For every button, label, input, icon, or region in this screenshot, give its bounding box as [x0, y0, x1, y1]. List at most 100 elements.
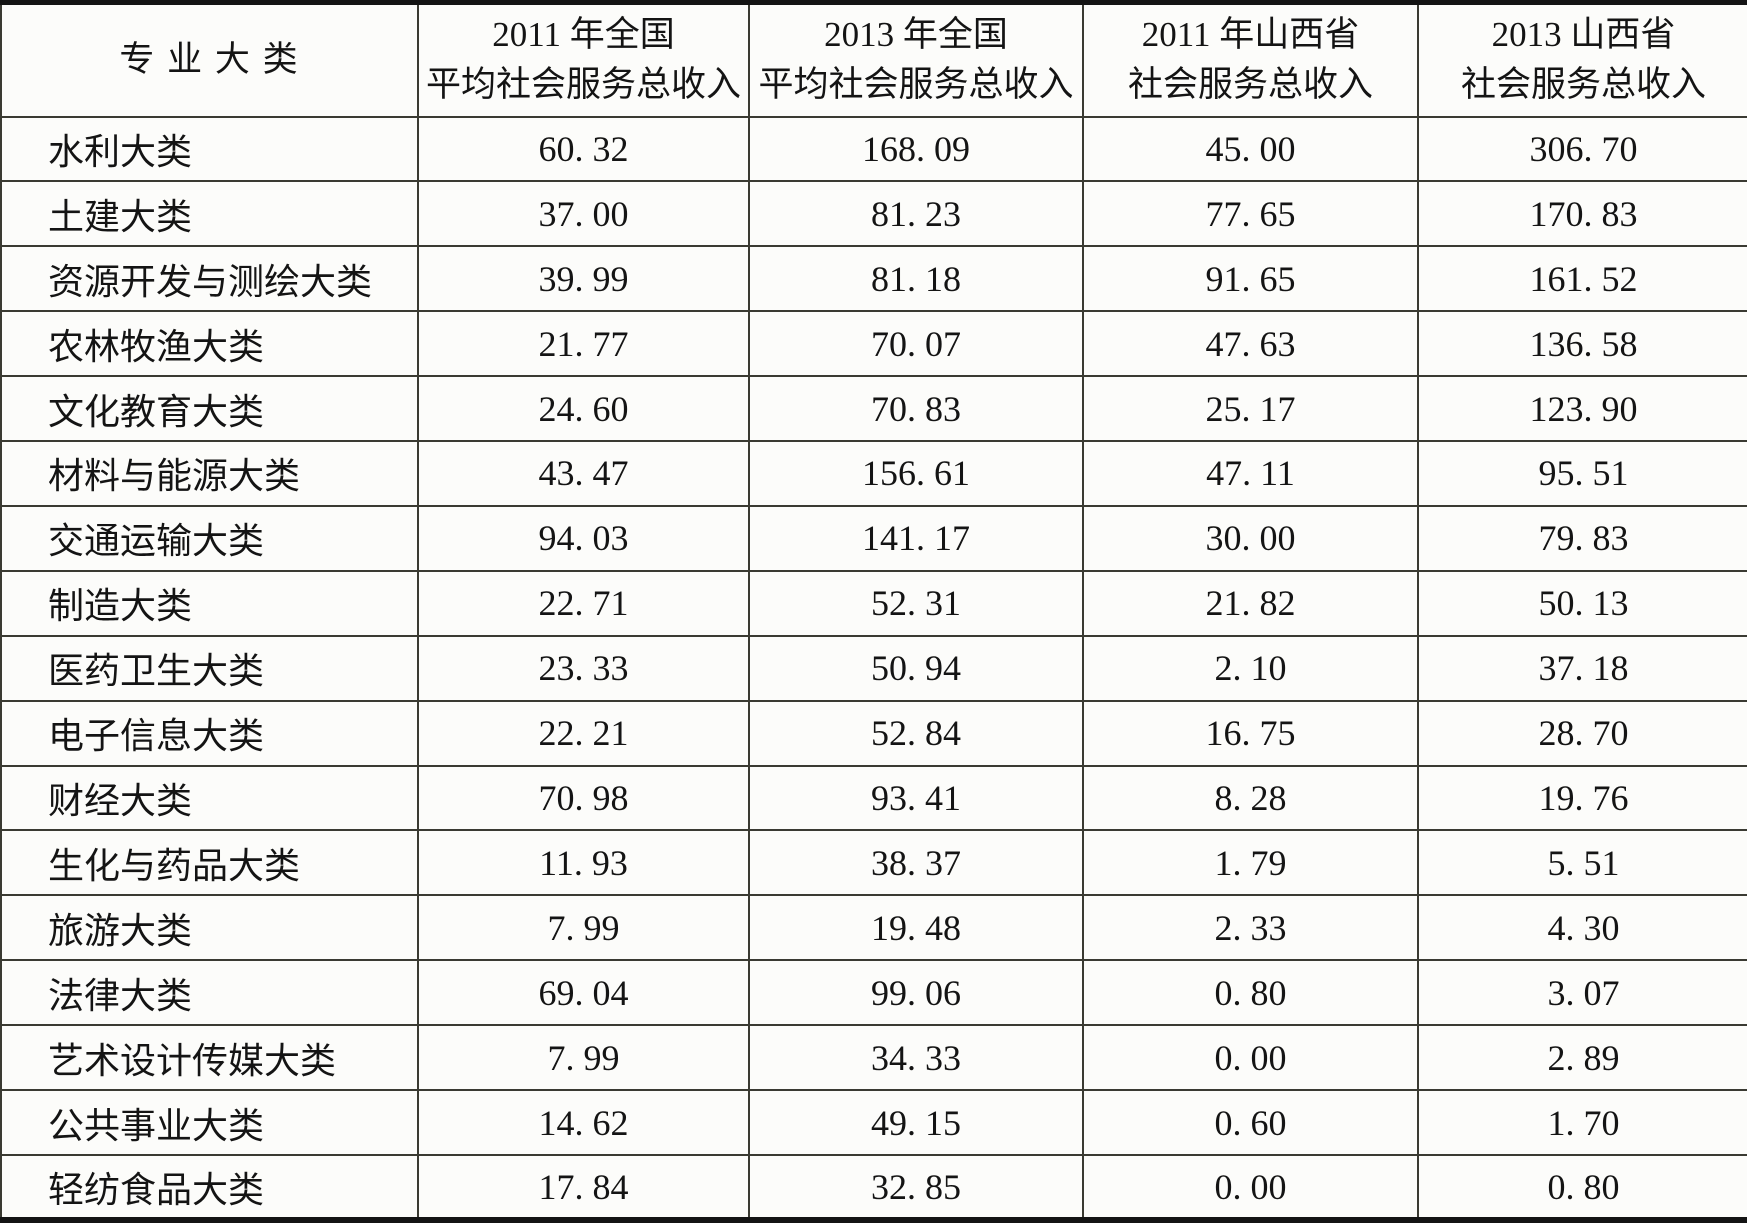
category-cell: 旅游大类: [0, 894, 419, 962]
category-cell: 电子信息大类: [0, 699, 419, 767]
value-cell: 52. 84: [748, 699, 1084, 767]
category-cell: 土建大类: [0, 180, 419, 248]
header-2011-shanxi-line2: 社会服务总收入: [1127, 65, 1373, 105]
value-cell: 1. 79: [1082, 829, 1419, 897]
value-cell: 34. 33: [748, 1024, 1084, 1092]
value-cell: 1. 70: [1417, 1089, 1747, 1156]
header-2011-shanxi-line1: 2011 年山西省: [1141, 14, 1360, 54]
value-cell: 99. 06: [748, 959, 1084, 1027]
category-cell: 轻纺食品大类: [0, 1154, 419, 1221]
value-cell: 0. 60: [1082, 1089, 1419, 1156]
value-cell: 136. 58: [1417, 310, 1747, 378]
value-cell: 0. 00: [1082, 1154, 1419, 1221]
table-row: 制造大类 22. 71 52. 31 21. 82 50. 13: [0, 569, 1747, 637]
table-row: 法律大类 69. 04 99. 06 0. 80 3. 07: [0, 959, 1747, 1027]
value-cell: 168. 09: [748, 115, 1084, 183]
value-cell: 39. 99: [417, 245, 750, 313]
header-2013-shanxi: 2013 山西省 社会服务总收入: [1417, 1, 1747, 118]
value-cell: 77. 65: [1082, 180, 1419, 248]
value-cell: 4. 30: [1417, 894, 1747, 962]
header-2013-national-line2: 平均社会服务总收入: [758, 65, 1074, 105]
value-cell: 94. 03: [417, 504, 750, 572]
value-cell: 161. 52: [1417, 245, 1747, 313]
header-2013-shanxi-line1: 2013 山西省: [1491, 14, 1676, 54]
table-row: 财经大类 70. 98 93. 41 8. 28 19. 76: [0, 764, 1747, 832]
value-cell: 70. 07: [748, 310, 1084, 378]
value-cell: 23. 33: [417, 634, 750, 702]
table-row: 旅游大类 7. 99 19. 48 2. 33 4. 30: [0, 894, 1747, 962]
value-cell: 60. 32: [417, 115, 750, 183]
value-cell: 95. 51: [1417, 440, 1747, 507]
value-cell: 2. 10: [1082, 634, 1419, 702]
value-cell: 0. 00: [1082, 1024, 1419, 1092]
value-cell: 19. 76: [1417, 764, 1747, 832]
value-cell: 7. 99: [417, 894, 750, 962]
table-row: 生化与药品大类 11. 93 38. 37 1. 79 5. 51: [0, 829, 1747, 897]
header-2013-shanxi-line2: 社会服务总收入: [1460, 65, 1706, 105]
table-row: 医药卫生大类 23. 33 50. 94 2. 10 37. 18: [0, 634, 1747, 702]
value-cell: 17. 84: [417, 1154, 750, 1221]
value-cell: 47. 63: [1082, 310, 1419, 378]
value-cell: 3. 07: [1417, 959, 1747, 1027]
table-row: 公共事业大类 14. 62 49. 15 0. 60 1. 70: [0, 1089, 1747, 1156]
value-cell: 28. 70: [1417, 699, 1747, 767]
value-cell: 7. 99: [417, 1024, 750, 1092]
value-cell: 43. 47: [417, 440, 750, 507]
table-row: 艺术设计传媒大类 7. 99 34. 33 0. 00 2. 89: [0, 1024, 1747, 1092]
category-cell: 财经大类: [0, 764, 419, 832]
value-cell: 93. 41: [748, 764, 1084, 832]
value-cell: 49. 15: [748, 1089, 1084, 1156]
value-cell: 24. 60: [417, 375, 750, 443]
table-row: 文化教育大类 24. 60 70. 83 25. 17 123. 90: [0, 375, 1747, 443]
table-row: 资源开发与测绘大类 39. 99 81. 18 91. 65 161. 52: [0, 245, 1747, 313]
value-cell: 16. 75: [1082, 699, 1419, 767]
category-cell: 公共事业大类: [0, 1089, 419, 1156]
table-row: 材料与能源大类 43. 47 156. 61 47. 11 95. 51: [0, 440, 1747, 507]
value-cell: 50. 13: [1417, 569, 1747, 637]
value-cell: 5. 51: [1417, 829, 1747, 897]
category-cell: 生化与药品大类: [0, 829, 419, 897]
category-cell: 艺术设计传媒大类: [0, 1024, 419, 1092]
value-cell: 70. 98: [417, 764, 750, 832]
value-cell: 22. 21: [417, 699, 750, 767]
value-cell: 123. 90: [1417, 375, 1747, 443]
value-cell: 81. 23: [748, 180, 1084, 248]
category-cell: 材料与能源大类: [0, 440, 419, 507]
value-cell: 32. 85: [748, 1154, 1084, 1221]
category-cell: 法律大类: [0, 959, 419, 1027]
value-cell: 50. 94: [748, 634, 1084, 702]
category-cell: 医药卫生大类: [0, 634, 419, 702]
value-cell: 21. 77: [417, 310, 750, 378]
value-cell: 170. 83: [1417, 180, 1747, 248]
table-row: 土建大类 37. 00 81. 23 77. 65 170. 83: [0, 180, 1747, 248]
table-row: 轻纺食品大类 17. 84 32. 85 0. 00 0. 80: [0, 1154, 1747, 1221]
value-cell: 37. 00: [417, 180, 750, 248]
value-cell: 25. 17: [1082, 375, 1419, 443]
value-cell: 156. 61: [748, 440, 1084, 507]
value-cell: 2. 89: [1417, 1024, 1747, 1092]
value-cell: 141. 17: [748, 504, 1084, 572]
value-cell: 21. 82: [1082, 569, 1419, 637]
header-row: 专 业 大 类 2011 年全国 平均社会服务总收入 2013 年全国 平均社会…: [0, 1, 1747, 118]
table-row: 电子信息大类 22. 21 52. 84 16. 75 28. 70: [0, 699, 1747, 767]
value-cell: 306. 70: [1417, 115, 1747, 183]
category-cell: 资源开发与测绘大类: [0, 245, 419, 313]
value-cell: 0. 80: [1417, 1154, 1747, 1221]
header-2011-national-avg: 2011 年全国 平均社会服务总收入: [417, 1, 750, 118]
value-cell: 2. 33: [1082, 894, 1419, 962]
category-cell: 水利大类: [0, 115, 419, 183]
value-cell: 45. 00: [1082, 115, 1419, 183]
value-cell: 79. 83: [1417, 504, 1747, 572]
header-2011-national-line2: 平均社会服务总收入: [425, 65, 741, 105]
value-cell: 8. 28: [1082, 764, 1419, 832]
category-cell: 文化教育大类: [0, 375, 419, 443]
header-2013-national-avg: 2013 年全国 平均社会服务总收入: [748, 1, 1084, 118]
table-row: 交通运输大类 94. 03 141. 17 30. 00 79. 83: [0, 504, 1747, 572]
value-cell: 47. 11: [1082, 440, 1419, 507]
header-2011-shanxi: 2011 年山西省 社会服务总收入: [1082, 1, 1419, 118]
category-cell: 农林牧渔大类: [0, 310, 419, 378]
header-major-category: 专 业 大 类: [0, 1, 419, 118]
category-cell: 交通运输大类: [0, 504, 419, 572]
